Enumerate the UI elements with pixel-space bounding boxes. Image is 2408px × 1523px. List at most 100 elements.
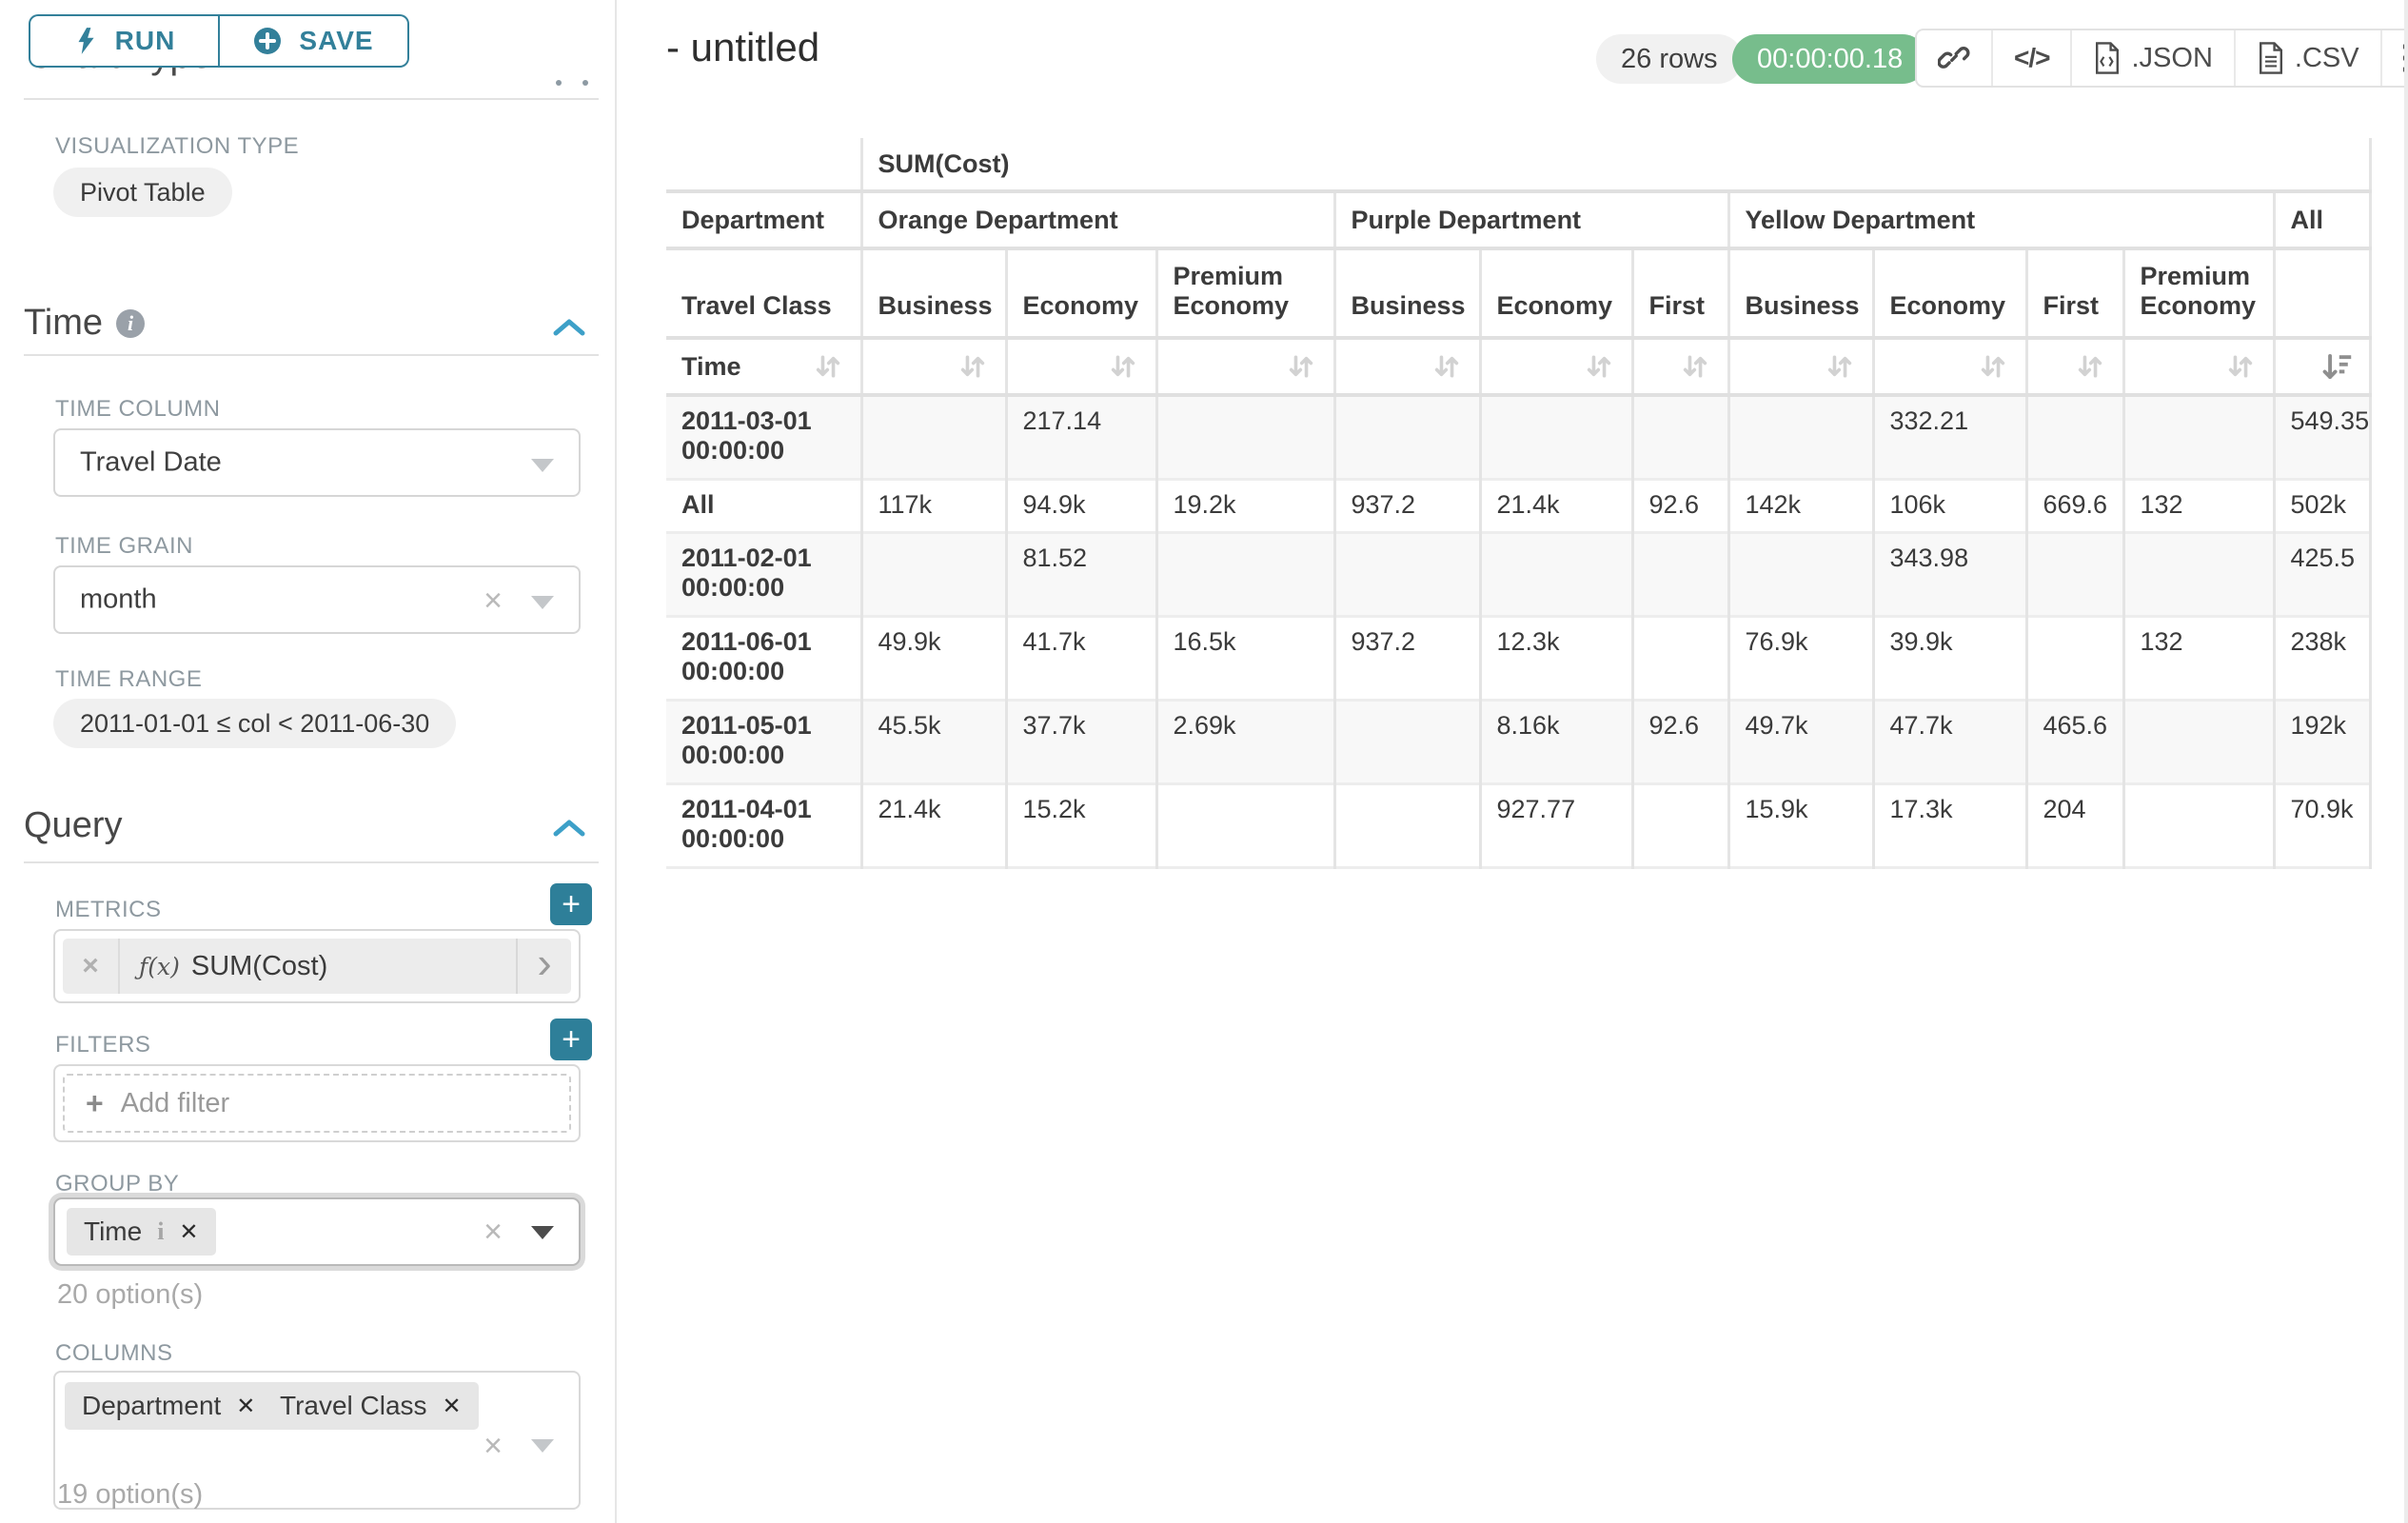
table-cell: 937.2 xyxy=(1334,616,1480,700)
tag-label: Travel Class xyxy=(280,1391,427,1421)
sort-desc-icon[interactable] xyxy=(2319,349,2354,384)
save-button-label: SAVE xyxy=(299,26,373,56)
chart-title[interactable]: - untitled xyxy=(666,25,819,70)
sort-icon[interactable] xyxy=(811,349,845,384)
add-metric-button[interactable]: + xyxy=(550,883,592,925)
sort-icon[interactable] xyxy=(1430,349,1464,384)
remove-tag-icon[interactable]: ✕ xyxy=(236,1393,255,1420)
table-cell xyxy=(1156,532,1334,616)
column-header: Business xyxy=(1334,248,1480,338)
plus-circle-icon xyxy=(253,27,282,55)
export-json-button[interactable]: .JSON xyxy=(2072,30,2235,86)
remove-metric-icon[interactable]: × xyxy=(63,939,120,994)
table-cell xyxy=(861,395,1006,479)
table-cell xyxy=(1334,532,1480,616)
info-icon[interactable]: i xyxy=(116,309,145,338)
table-cell: 8.16k xyxy=(1480,700,1632,783)
table-cell: 549.35 xyxy=(2274,395,2370,479)
collapse-chevron-up-icon[interactable] xyxy=(552,817,586,840)
metrics-container: × ƒ(x) SUM(Cost) › xyxy=(53,929,581,1003)
chevron-down-icon[interactable] xyxy=(531,1439,554,1453)
travel-class-row-label: Travel Class xyxy=(666,248,861,338)
table-cell xyxy=(1728,395,1873,479)
column-header: Economy xyxy=(1006,248,1156,338)
table-row: 2011-05-01 00:00:0045.5k37.7k2.69k8.16k9… xyxy=(666,700,2370,783)
sort-icon[interactable] xyxy=(956,349,990,384)
table-cell: 142k xyxy=(1728,479,1873,532)
department-row-label: Department xyxy=(666,191,861,248)
sort-cell xyxy=(1156,338,1334,395)
table-cell xyxy=(1334,783,1480,867)
collapse-chevron-up-icon[interactable] xyxy=(552,316,586,339)
column-group-header: Purple Department xyxy=(1334,191,1728,248)
table-cell: 2.69k xyxy=(1156,700,1334,783)
time-column-value: Travel Date xyxy=(80,447,222,479)
column-header xyxy=(2274,248,2370,338)
table-cell: 21.4k xyxy=(861,783,1006,867)
table-cell: 132 xyxy=(2123,479,2274,532)
sort-icon[interactable] xyxy=(2073,349,2107,384)
clear-icon[interactable]: × xyxy=(484,1430,503,1462)
table-cell xyxy=(1334,395,1480,479)
sort-icon[interactable] xyxy=(1582,349,1616,384)
table-cell: 217.14 xyxy=(1006,395,1156,479)
add-filter-button[interactable]: + Add filter xyxy=(63,1074,571,1133)
table-cell: 15.2k xyxy=(1006,783,1156,867)
table-cell: 106k xyxy=(1873,479,2026,532)
table-cell xyxy=(2123,783,2274,867)
sort-cell xyxy=(1334,338,1480,395)
clear-icon[interactable]: × xyxy=(484,1216,503,1248)
time-range-pill[interactable]: 2011-01-01 ≤ col < 2011-06-30 xyxy=(53,699,456,748)
time-grain-label: TIME GRAIN xyxy=(55,533,193,560)
columns-tag-travel-class: Travel Class ✕ xyxy=(263,1382,479,1430)
sort-icon[interactable] xyxy=(1976,349,2010,384)
export-csv-label: .CSV xyxy=(2295,43,2359,74)
time-column-label: TIME COLUMN xyxy=(55,396,221,423)
query-section-title: Query xyxy=(24,805,122,846)
sort-icon[interactable] xyxy=(1678,349,1712,384)
metric-name: SUM(Cost) xyxy=(191,951,327,982)
time-range-label: TIME RANGE xyxy=(55,666,202,693)
clear-icon[interactable]: × xyxy=(484,584,503,617)
row-header-cell: 2011-04-01 00:00:00 xyxy=(666,783,861,867)
info-icon[interactable]: i xyxy=(157,1217,164,1246)
view-query-button[interactable]: </> xyxy=(1993,30,2072,86)
save-button[interactable]: SAVE xyxy=(219,14,409,68)
remove-tag-icon[interactable]: ✕ xyxy=(179,1218,198,1246)
chevron-down-icon[interactable] xyxy=(531,1226,554,1239)
share-link-button[interactable] xyxy=(1917,30,1993,86)
corner-cell xyxy=(666,138,861,191)
remove-tag-icon[interactable]: ✕ xyxy=(443,1393,462,1420)
row-header-cell: 2011-05-01 00:00:00 xyxy=(666,700,861,783)
visualization-type-pill[interactable]: Pivot Table xyxy=(53,168,232,217)
run-button-label: RUN xyxy=(115,26,176,56)
column-header: Economy xyxy=(1480,248,1632,338)
table-cell: 117k xyxy=(861,479,1006,532)
code-icon: </> xyxy=(2014,43,2049,73)
sort-icon[interactable] xyxy=(1106,349,1140,384)
time-grain-value: month xyxy=(80,584,157,616)
metric-pill[interactable]: × ƒ(x) SUM(Cost) › xyxy=(63,939,571,994)
table-cell xyxy=(2026,395,2123,479)
scrollbar-track[interactable] xyxy=(2404,0,2408,1523)
lightning-icon xyxy=(73,27,98,55)
run-button[interactable]: RUN xyxy=(29,14,219,68)
columns-label: COLUMNS xyxy=(55,1340,173,1367)
time-column-select[interactable]: Travel Date xyxy=(53,428,581,497)
pivot-table-container: SUM(Cost) DepartmentOrange DepartmentPur… xyxy=(666,138,2372,869)
metric-header-row: SUM(Cost) xyxy=(666,138,2370,191)
time-grain-select[interactable]: month × xyxy=(53,565,581,634)
chevron-right-icon[interactable]: › xyxy=(516,939,571,994)
group-by-select[interactable]: Time i ✕ × xyxy=(53,1197,581,1266)
table-cell: 37.7k xyxy=(1006,700,1156,783)
export-csv-button[interactable]: .CSV xyxy=(2236,30,2382,86)
sort-icon[interactable] xyxy=(2223,349,2258,384)
sort-icon[interactable] xyxy=(1823,349,1857,384)
add-filter-plus-button[interactable]: + xyxy=(550,1019,592,1060)
table-cell xyxy=(1156,395,1334,479)
column-header: Economy xyxy=(1873,248,2026,338)
fx-icon: ƒ(x) xyxy=(139,953,180,980)
section-divider xyxy=(24,861,599,863)
sort-icon[interactable] xyxy=(1284,349,1318,384)
clipped-dot xyxy=(556,80,562,86)
